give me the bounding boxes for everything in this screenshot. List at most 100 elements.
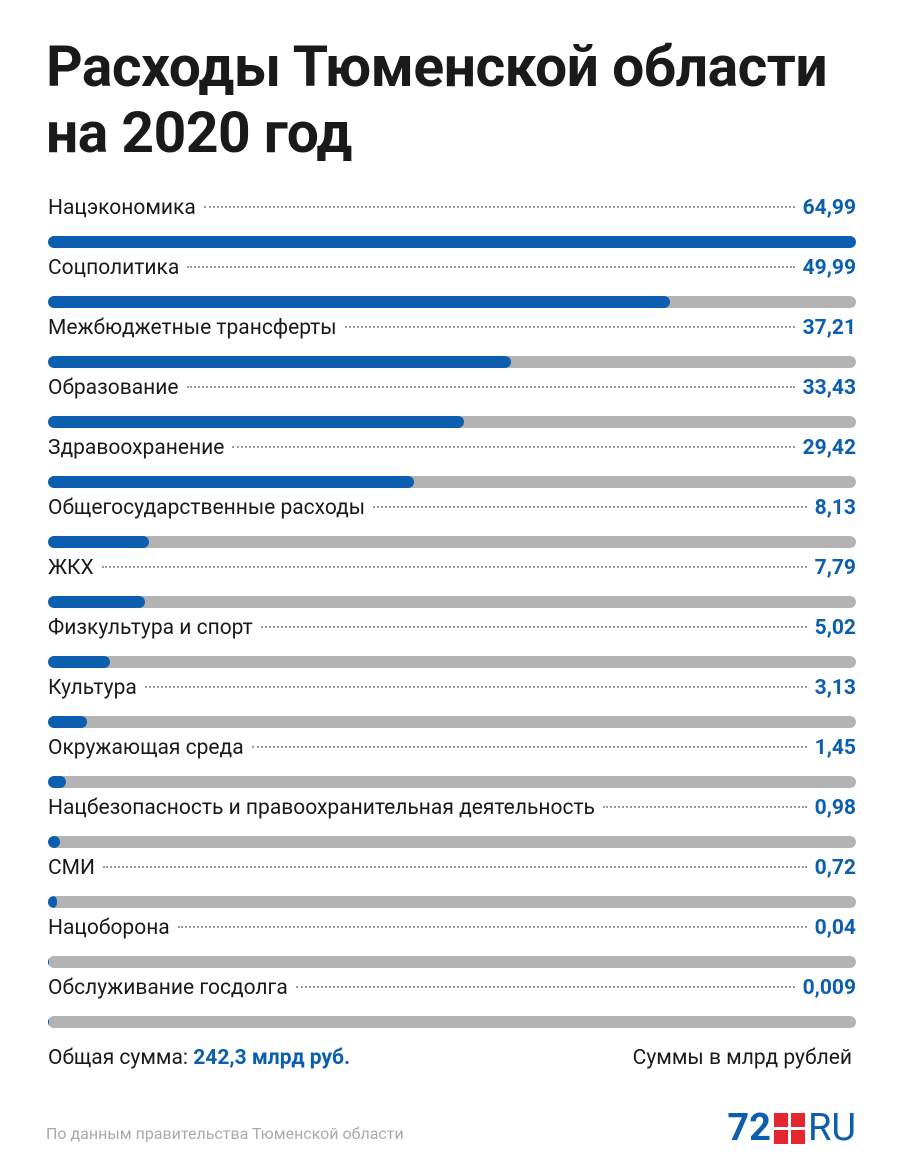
source: По данным правительства Тюменской област… (46, 1124, 404, 1143)
bar (48, 236, 856, 248)
row-label-line: ЖКХ 7,79 (48, 556, 856, 586)
bar (48, 656, 111, 668)
bar (48, 776, 67, 788)
row-label-line: Здравоохранение 29,42 (48, 436, 856, 466)
bar (48, 596, 145, 608)
value-label: 0,04 (814, 916, 856, 940)
bar-row: Обслуживание госдолга 0,009 (48, 976, 856, 1036)
total: Общая сумма: 242,3 млрд руб. (48, 1046, 350, 1070)
value-label: 8,13 (814, 496, 856, 520)
category-label: Здравоохранение (48, 436, 225, 460)
leader-dots (295, 986, 795, 988)
leader-dots (203, 206, 795, 208)
bar-row: Межбюджетные трансферты 37,21 (48, 316, 856, 376)
bar-track (48, 416, 856, 428)
bar-track (48, 656, 856, 668)
row-label-line: СМИ 0,72 (48, 856, 856, 886)
bar-track (48, 956, 856, 968)
category-label: Окружающая среда (48, 736, 244, 760)
bar (48, 536, 150, 548)
value-label: 0,72 (814, 856, 856, 880)
bar-track (48, 1016, 856, 1028)
leader-dots (344, 326, 795, 328)
category-label: Соцполитика (48, 256, 180, 280)
row-label-line: Окружающая среда 1,45 (48, 736, 856, 766)
bar-row: Окружающая среда 1,45 (48, 736, 856, 796)
bar (48, 836, 61, 848)
value-label: 5,02 (814, 616, 856, 640)
bar-row: ЖКХ 7,79 (48, 556, 856, 616)
bar (48, 356, 511, 368)
value-label: 64,99 (802, 196, 856, 220)
logo-suffix: RU (807, 1106, 856, 1150)
total-label: Общая сумма: (48, 1046, 189, 1070)
value-label: 7,79 (814, 556, 856, 580)
bar-track (48, 476, 856, 488)
value-label: 33,43 (802, 376, 856, 400)
leader-dots (187, 266, 795, 268)
bar-row: Культура 3,13 (48, 676, 856, 736)
row-label-line: Нацоборона 0,04 (48, 916, 856, 946)
bar-track (48, 236, 856, 248)
row-label-line: Межбюджетные трансферты 37,21 (48, 316, 856, 346)
row-label-line: Обслуживание госдолга 0,009 (48, 976, 856, 1006)
row-label-line: Соцполитика 49,99 (48, 256, 856, 286)
bar (48, 416, 464, 428)
category-label: Общегосударственные расходы (48, 496, 366, 520)
bar-track (48, 356, 856, 368)
leader-dots (101, 566, 807, 568)
bar-row: Соцполитика 49,99 (48, 256, 856, 316)
bar-row: Нацоборона 0,04 (48, 916, 856, 976)
leader-dots (602, 806, 807, 808)
category-label: Нацбезопасность и правоохранительная дея… (48, 796, 595, 820)
logo-squares (773, 1112, 805, 1144)
category-label: Культура (48, 676, 137, 700)
bar (48, 896, 57, 908)
bar-row: Общегосударственные расходы 8,13 (48, 496, 856, 556)
value-label: 1,45 (814, 736, 856, 760)
bar-row: СМИ 0,72 (48, 856, 856, 916)
logo-number: 72 (727, 1106, 771, 1150)
category-label: СМИ (48, 856, 95, 880)
units-note: Суммы в млрд рублей (632, 1046, 852, 1070)
leader-dots (186, 386, 795, 388)
bar (48, 476, 414, 488)
bar-track (48, 836, 856, 848)
category-label: Нацэкономика (48, 196, 196, 220)
row-label-line: Нацбезопасность и правоохранительная дея… (48, 796, 856, 826)
row-label-line: Нацэкономика 64,99 (48, 196, 856, 226)
bar-row: Здравоохранение 29,42 (48, 436, 856, 496)
leader-dots (177, 926, 807, 928)
category-label: Нацоборона (48, 916, 170, 940)
category-label: ЖКХ (48, 556, 94, 580)
bar-row: Нацбезопасность и правоохранительная дея… (48, 796, 856, 856)
bar-track (48, 536, 856, 548)
leader-dots (373, 506, 807, 508)
value-label: 0,009 (802, 976, 856, 1000)
bar-row: Образование 33,43 (48, 376, 856, 436)
bar-row: Физкультура и спорт 5,02 (48, 616, 856, 676)
logo: 72 RU (727, 1106, 856, 1150)
row-label-line: Общегосударственные расходы 8,13 (48, 496, 856, 526)
category-label: Обслуживание госдолга (48, 976, 288, 1000)
row-label-line: Физкультура и спорт 5,02 (48, 616, 856, 646)
leader-dots (102, 866, 807, 868)
row-label-line: Образование 33,43 (48, 376, 856, 406)
bar-list: Нацэкономика 64,99 Соцполитика 49,99 Межбюдж… (48, 196, 856, 1036)
bar-track (48, 596, 856, 608)
bar-track (48, 896, 856, 908)
row-label-line: Культура 3,13 (48, 676, 856, 706)
leader-dots (251, 746, 807, 748)
bar-track (48, 296, 856, 308)
category-label: Межбюджетные трансферты (48, 316, 337, 340)
leader-dots (260, 626, 807, 628)
value-label: 29,42 (802, 436, 856, 460)
bar (48, 296, 670, 308)
total-value: 242,3 млрд руб. (193, 1046, 351, 1070)
chart-title: Расходы Тюменской области на 2020 год (46, 33, 828, 166)
leader-dots (144, 686, 807, 688)
category-label: Физкультура и спорт (48, 616, 253, 640)
value-label: 3,13 (814, 676, 856, 700)
bar (48, 716, 87, 728)
